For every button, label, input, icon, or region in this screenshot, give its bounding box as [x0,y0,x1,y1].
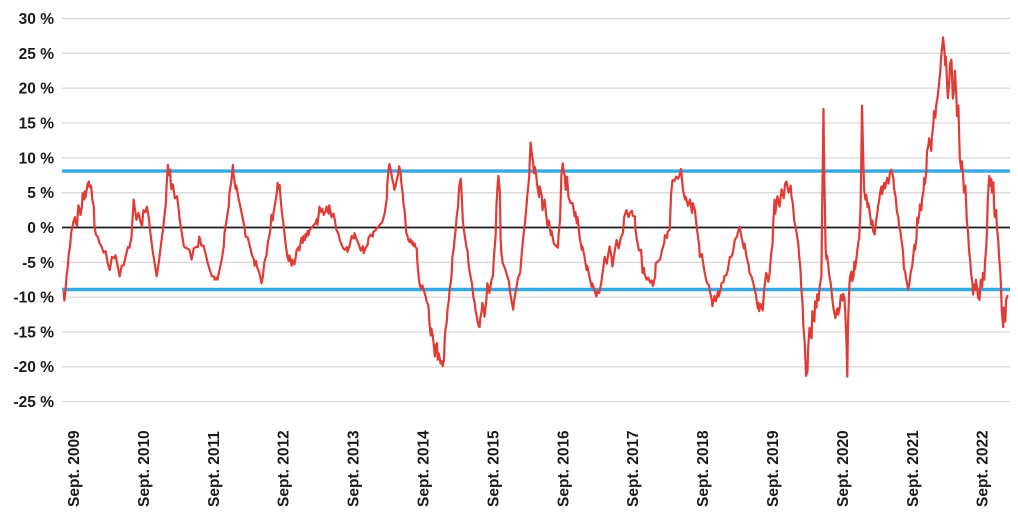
x-tick-label: Sept. 2020 [835,430,852,507]
x-tick-label: Sept. 2017 [625,430,642,507]
x-tick-label: Sept. 2019 [765,430,782,507]
y-tick-label: 15 % [19,115,55,132]
x-tick-label: Sept. 2012 [276,430,293,507]
y-tick-label: 5 % [27,185,54,202]
y-tick-label: 0 % [27,220,54,237]
y-tick-label: -5 % [22,255,54,272]
series-path [62,36,1009,378]
y-tick-label: 20 % [19,81,55,98]
x-tick-label: Sept. 2016 [555,430,572,507]
x-tick-label: Sept. 2010 [136,430,153,507]
y-tick-label: -15 % [14,324,55,341]
y-tick-label: -25 % [14,394,55,411]
y-tick-label: -10 % [14,290,55,307]
y-tick-label: 25 % [19,46,55,63]
y-tick-label: 10 % [19,150,55,167]
x-tick-label: Sept. 2021 [905,430,922,507]
y-tick-label: 30 % [19,11,55,28]
x-tick-label: Sept. 2009 [66,430,83,507]
x-tick-label: Sept. 2018 [695,430,712,507]
y-tick-label: -20 % [14,359,55,376]
x-tick-label: Sept. 2022 [975,430,992,507]
x-tick-label: Sept. 2011 [206,431,223,507]
x-tick-label: Sept. 2015 [485,430,502,507]
x-tick-label: Sept. 2013 [346,430,363,507]
x-tick-label: Sept. 2014 [416,430,433,507]
